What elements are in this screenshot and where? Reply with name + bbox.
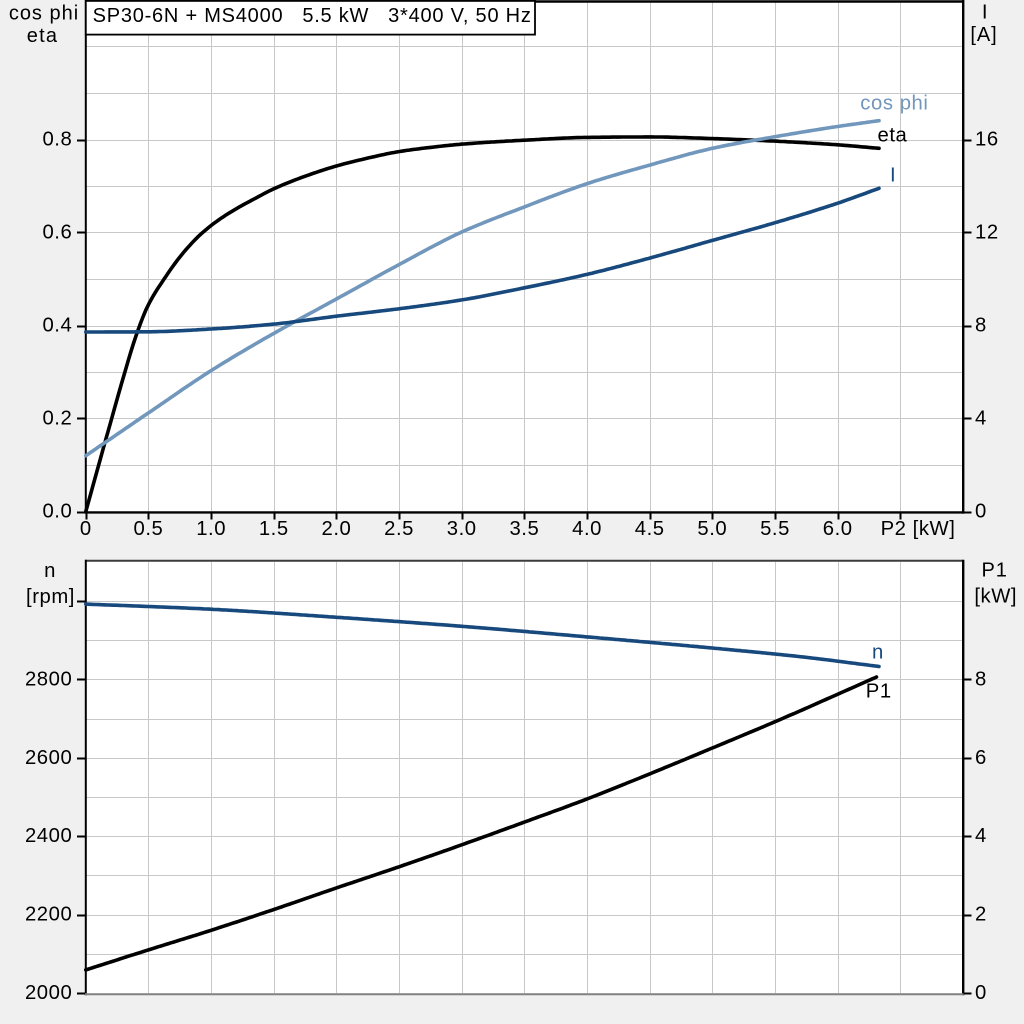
svg-text:n: n <box>872 642 884 664</box>
svg-text:16: 16 <box>975 129 999 151</box>
svg-text:8: 8 <box>975 668 987 690</box>
svg-text:[A]: [A] <box>970 24 997 46</box>
svg-text:I: I <box>982 2 988 24</box>
svg-text:3.0: 3.0 <box>447 518 477 540</box>
svg-text:0.4: 0.4 <box>42 315 72 337</box>
svg-text:0: 0 <box>80 518 92 540</box>
svg-text:0.5: 0.5 <box>134 518 164 540</box>
svg-text:4: 4 <box>975 825 987 847</box>
svg-text:3.5: 3.5 <box>509 518 539 540</box>
svg-text:6.0: 6.0 <box>823 518 853 540</box>
svg-text:12: 12 <box>975 222 999 244</box>
svg-text:2.5: 2.5 <box>384 518 414 540</box>
svg-text:2400: 2400 <box>25 825 72 847</box>
svg-text:I: I <box>890 165 896 187</box>
svg-text:2: 2 <box>975 904 987 926</box>
svg-text:0.6: 0.6 <box>42 222 72 244</box>
svg-text:1.0: 1.0 <box>196 518 226 540</box>
svg-text:6: 6 <box>975 747 987 769</box>
svg-text:0: 0 <box>975 501 987 523</box>
svg-text:eta: eta <box>27 25 58 47</box>
svg-text:1.5: 1.5 <box>259 518 289 540</box>
svg-text:P1: P1 <box>866 681 892 703</box>
svg-text:0.2: 0.2 <box>42 408 72 430</box>
svg-text:4: 4 <box>975 408 987 430</box>
svg-text:[rpm]: [rpm] <box>26 586 75 608</box>
svg-text:2200: 2200 <box>25 904 72 926</box>
svg-text:cos phi: cos phi <box>9 3 79 25</box>
svg-text:n: n <box>44 560 56 582</box>
svg-text:P2 [kW]: P2 [kW] <box>881 518 956 540</box>
svg-text:[kW]: [kW] <box>974 586 1017 608</box>
svg-text:2000: 2000 <box>25 982 72 1004</box>
svg-text:SP30-6N + MS4000 5.5 kW 3*: SP30-6N + MS4000 5.5 kW 3*400 V, 50 Hz <box>93 5 532 27</box>
svg-text:5.5: 5.5 <box>760 518 790 540</box>
svg-text:eta: eta <box>878 125 908 147</box>
svg-text:2.0: 2.0 <box>321 518 351 540</box>
svg-text:cos phi: cos phi <box>860 93 928 115</box>
svg-text:4.0: 4.0 <box>572 518 602 540</box>
svg-text:5.0: 5.0 <box>697 518 727 540</box>
svg-text:0.8: 0.8 <box>42 129 72 151</box>
svg-text:0.0: 0.0 <box>42 501 72 523</box>
svg-text:8: 8 <box>975 315 987 337</box>
svg-text:0: 0 <box>975 982 987 1004</box>
svg-text:2600: 2600 <box>25 747 72 769</box>
svg-text:P1: P1 <box>981 559 1007 581</box>
svg-text:2800: 2800 <box>25 668 72 690</box>
svg-text:4.5: 4.5 <box>635 518 665 540</box>
